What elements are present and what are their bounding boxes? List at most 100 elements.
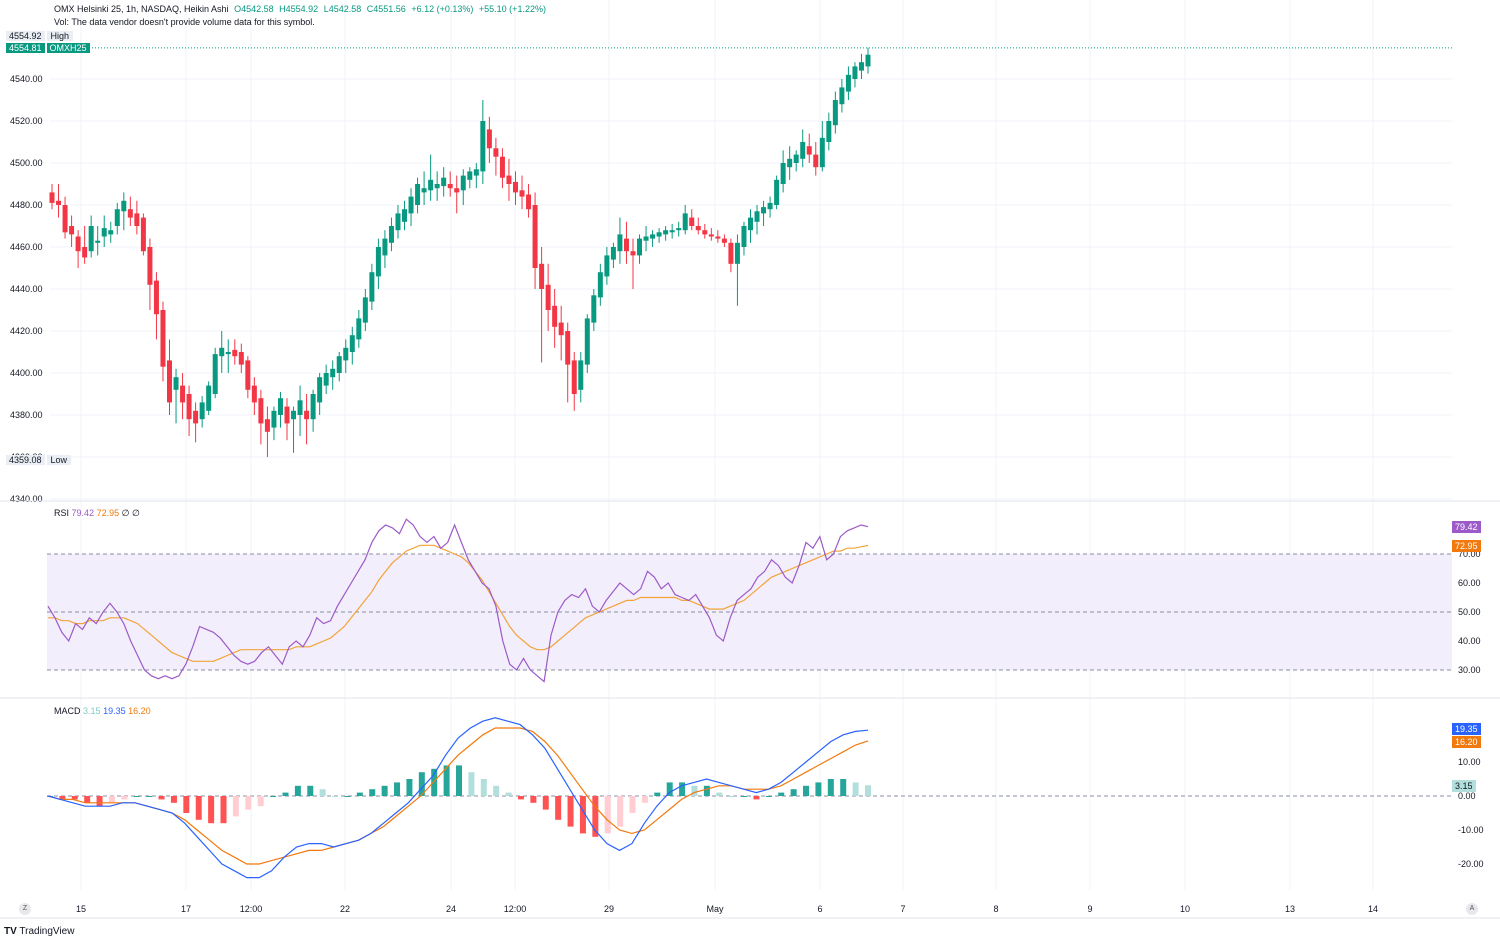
- log-scale-toggle[interactable]: Z: [19, 903, 31, 915]
- candle-body: [565, 331, 571, 365]
- logo-text: TradingView: [19, 926, 75, 937]
- candle-body: [617, 234, 623, 252]
- macd-histogram-bar: [344, 796, 351, 797]
- candle-body: [62, 205, 68, 233]
- candle-body: [741, 226, 747, 247]
- candle-body: [637, 238, 643, 256]
- candle-body: [232, 349, 238, 357]
- candle-body: [180, 385, 186, 403]
- candle-body: [140, 217, 146, 252]
- candle-body: [415, 184, 421, 205]
- auto-scale-toggle[interactable]: A: [1466, 903, 1478, 915]
- candle-body: [604, 255, 610, 277]
- candle-body: [832, 100, 838, 126]
- macd-histogram-bar: [555, 796, 562, 820]
- candle-body: [225, 352, 231, 355]
- macd-line: [47, 717, 869, 879]
- candle-body: [375, 247, 381, 277]
- macd-histogram-bar: [778, 792, 785, 796]
- candle-body: [199, 402, 205, 420]
- macd-histogram-bar: [356, 792, 363, 796]
- candle-body: [702, 230, 708, 235]
- low-badge-value: 4359.08: [6, 455, 45, 465]
- candle-body: [167, 360, 173, 403]
- candle-body: [153, 280, 159, 315]
- candle-body: [643, 236, 649, 241]
- candle-body: [826, 121, 832, 142]
- candle-body: [330, 368, 336, 378]
- candle-body: [656, 232, 662, 237]
- candle-body: [291, 410, 297, 420]
- macd-tick-label: 10.00: [1458, 757, 1481, 767]
- macd-histogram-bar: [319, 789, 326, 796]
- macd-histogram-bar: [245, 796, 252, 810]
- candle-body: [708, 234, 714, 237]
- rsi-axis-badge: 79.42: [1452, 521, 1481, 533]
- macd-histogram-bar: [220, 796, 227, 824]
- candle-body: [349, 335, 355, 352]
- macd-histogram-bar: [431, 768, 438, 796]
- open-value: O4542.58: [234, 4, 274, 14]
- macd-histogram-bar: [542, 796, 549, 810]
- time-tick-label: 17: [181, 904, 191, 914]
- price-tick-label: 4540.00: [10, 74, 43, 84]
- time-tick-label: 10: [1180, 904, 1190, 914]
- low-badge-label: Low: [46, 455, 72, 465]
- macd-histogram-bar: [505, 792, 512, 796]
- signal-axis-badge: 16.20: [1452, 736, 1481, 748]
- candle-body: [506, 175, 512, 184]
- candle-body: [264, 419, 270, 432]
- tradingview-logo: TV TradingView: [4, 926, 75, 937]
- price-tick-label: 4460.00: [10, 242, 43, 252]
- candle-body: [82, 247, 88, 258]
- candle-body: [219, 347, 225, 357]
- candle-body: [545, 284, 551, 310]
- last-price-badge: 4554.81 OMXH25: [6, 43, 90, 53]
- candle-body: [499, 156, 505, 178]
- macd-histogram-bar: [679, 782, 686, 796]
- candle-body: [695, 226, 701, 231]
- macd-histogram-bar: [592, 796, 599, 837]
- macd-histogram-bar: [629, 796, 636, 813]
- rsi-tick-label: 30.00: [1458, 665, 1481, 675]
- candle-body: [715, 236, 721, 239]
- candle-body: [173, 377, 179, 390]
- macd-histogram-bar: [195, 796, 202, 820]
- last-price-symbol: OMXH25: [46, 43, 90, 53]
- candle-body: [206, 385, 212, 411]
- macd-histogram-bar: [96, 796, 103, 807]
- macd-hist-value: 3.15: [83, 706, 101, 716]
- candle-body: [434, 184, 440, 189]
- macd-histogram-bar: [691, 785, 698, 796]
- price-tick-label: 4440.00: [10, 284, 43, 294]
- macd-label: MACD: [54, 706, 81, 716]
- time-tick-label: 7: [900, 904, 905, 914]
- candle-body: [388, 226, 394, 243]
- macd-histogram-bar: [146, 796, 153, 797]
- price-tick-label: 4500.00: [10, 158, 43, 168]
- macd-histogram-bar: [158, 796, 165, 800]
- macd-histogram-bar: [852, 782, 859, 796]
- macd-tick-label: -10.00: [1458, 825, 1484, 835]
- time-tick-label: 6: [817, 904, 822, 914]
- candle-body: [343, 347, 349, 361]
- macd-histogram-bar: [307, 785, 314, 796]
- candle-body: [650, 234, 656, 239]
- macd-histogram-bar: [133, 796, 140, 797]
- candle-body: [767, 202, 773, 210]
- candle-body: [721, 238, 727, 243]
- macd-histogram-bar: [530, 796, 537, 803]
- macd-histogram-bar: [790, 789, 797, 796]
- candle-body: [56, 200, 62, 205]
- macd-histogram-bar: [232, 796, 239, 817]
- candle-body: [774, 179, 780, 205]
- time-tick-label: 14: [1368, 904, 1378, 914]
- candle-body: [310, 394, 316, 420]
- candle-body: [127, 209, 133, 218]
- time-tick-label: 24: [446, 904, 456, 914]
- candle-body: [813, 154, 819, 168]
- macd-histogram-bar: [517, 796, 524, 800]
- macd-histogram-bar: [703, 785, 710, 796]
- macd-histogram-bar: [741, 796, 748, 797]
